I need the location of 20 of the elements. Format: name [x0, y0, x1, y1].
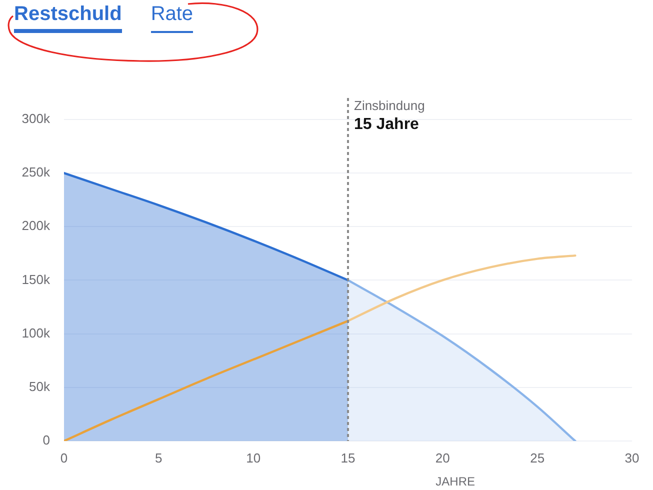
y-tick-label: 100k: [22, 325, 50, 340]
x-tick-label: 30: [624, 450, 640, 466]
x-tick-label: 0: [60, 450, 68, 466]
x-tick-label: 15: [340, 450, 356, 466]
x-tick-label: 25: [530, 450, 545, 466]
y-tick-label: 300k: [22, 111, 50, 126]
y-tick-label: 50k: [29, 378, 50, 394]
y-tick-label: 150k: [22, 272, 50, 287]
y-tick-label: 250k: [22, 164, 50, 180]
x-tick-label: 5: [155, 450, 162, 466]
line-series: [346, 254, 576, 322]
x-tick-label: 20: [435, 450, 450, 466]
y-tick-label: 0: [42, 432, 50, 448]
y-tick-label: 200k: [22, 218, 50, 234]
text: Rate: [150, 3, 194, 33]
x-axis-title: JAHRE: [436, 474, 476, 488]
line-series: [64, 320, 350, 441]
x-tick-label: 10: [246, 450, 261, 466]
ref-line-label: Zinsbindung 15 Jahre: [354, 98, 425, 133]
text: Restschuld: [14, 3, 122, 33]
